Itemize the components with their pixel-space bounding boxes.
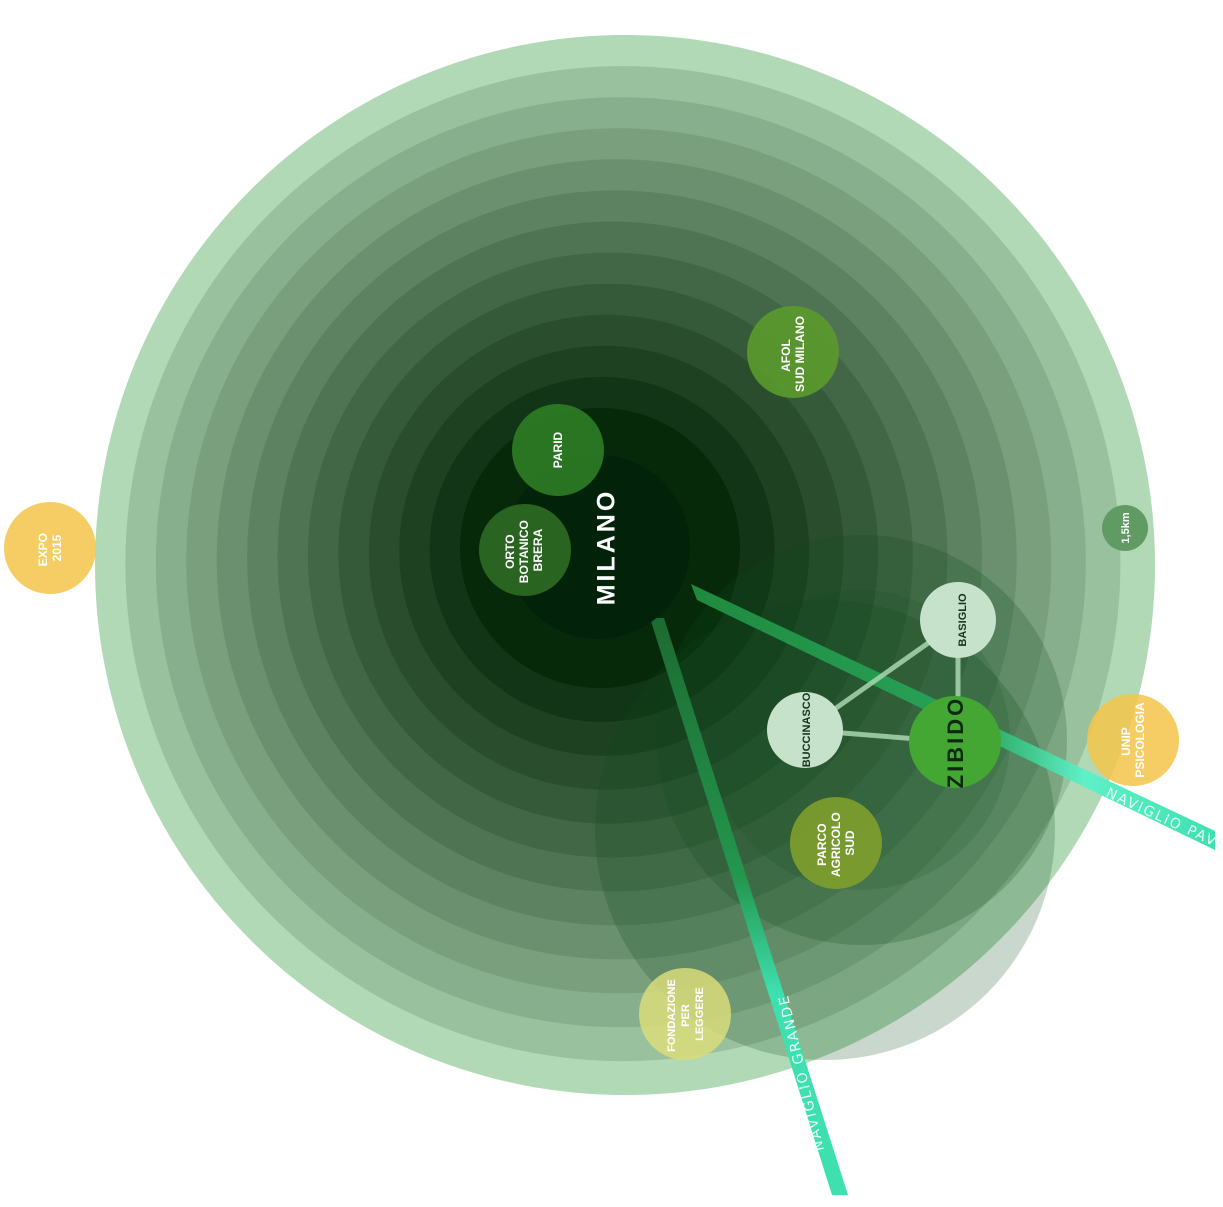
unip-psicologia-circle[interactable] — [1087, 694, 1179, 786]
parid-circle[interactable] — [512, 404, 604, 496]
naviglio-grande-canal — [650, 618, 848, 1195]
buccinasco-circle[interactable] — [767, 692, 843, 768]
zibido-label: ZIBIDO — [943, 696, 968, 789]
buccinasco-label: BUCCINASCO — [801, 692, 813, 767]
unip-psicologia-label: UNIP PSICOLOGIA — [1119, 702, 1147, 778]
basiglio-label: BASIGLIO — [957, 593, 969, 647]
expo-2015-label: EXPO 2015 — [36, 530, 64, 567]
zibido-area-circle-inner — [710, 590, 1010, 890]
fondazione-per-leggere-label: FONDAZIONE PER LEGGERE — [666, 976, 706, 1052]
fondazione-per-leggere-circle[interactable] — [639, 968, 731, 1060]
milano-label: MILANO — [593, 489, 621, 606]
scale-marker-circle — [1102, 505, 1148, 551]
milano-center-circle — [506, 455, 690, 639]
expo-2015-circle[interactable] — [4, 502, 96, 594]
basiglio-circle[interactable] — [920, 582, 996, 658]
parco-agricolo-sud-label: PARCO AGRICOLO SUD — [815, 809, 857, 877]
parid-label: PARID — [551, 431, 565, 468]
scale-label: 1,5km — [1120, 512, 1132, 543]
orto-botanico-brera-label: ORTO BOTANICO BRERA — [503, 517, 545, 583]
afol-sud-milano-circle[interactable] — [747, 306, 839, 398]
parco-agricolo-sud-circle[interactable] — [790, 797, 882, 889]
zibido-circle[interactable] — [909, 696, 1001, 788]
orto-botanico-brera-circle[interactable] — [479, 504, 571, 596]
afol-sud-milano-label: AFOL SUD MILANO — [779, 316, 807, 392]
